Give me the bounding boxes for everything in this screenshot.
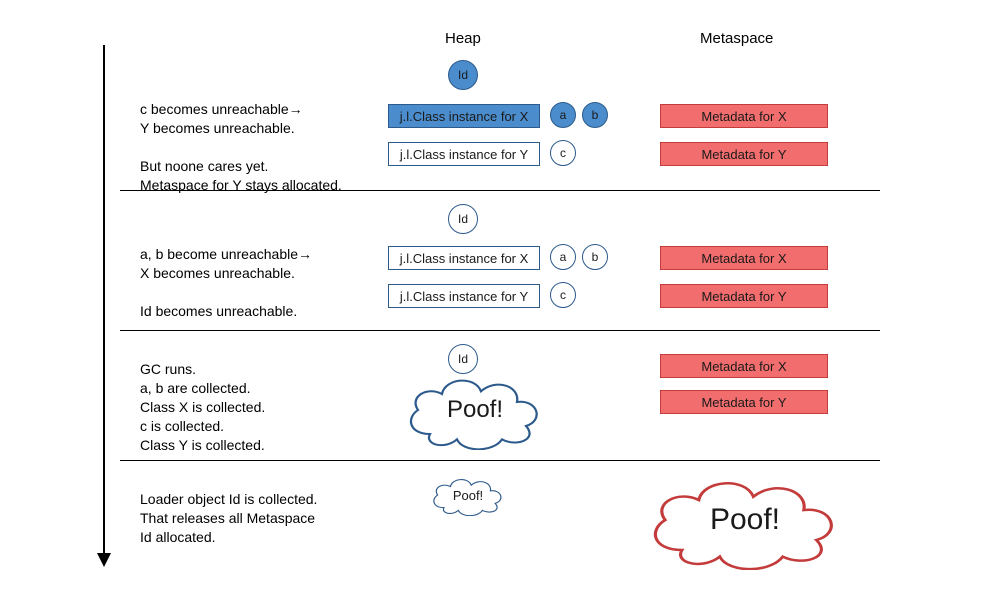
row-0-instance-c: c <box>550 140 576 166</box>
row-3-poof-heap-small-label: Poof! <box>428 474 508 516</box>
row-0-loader-circle: Id <box>448 60 478 90</box>
column-header-heap: Heap <box>445 30 481 47</box>
column-header-metaspace: Metaspace <box>700 30 773 47</box>
row-3-poof-metaspace-label: Poof! <box>640 470 850 570</box>
row-0-instance-a: a <box>550 102 576 128</box>
timeline-arrow-shaft <box>103 45 105 555</box>
row-2-metadata-x-box: Metadata for X <box>660 354 828 378</box>
row-1-class-y-box: j.l.Class instance for Y <box>388 284 540 308</box>
row-0-description: c becomes unreachable→ Y becomes unreach… <box>140 100 342 194</box>
diagram-canvas: Heap Metaspace c becomes unreachable→ Y be… <box>0 0 1000 607</box>
row-1-class-x-box: j.l.Class instance for X <box>388 246 540 270</box>
row-1-instance-c: c <box>550 282 576 308</box>
row-3-poof-heap-small: Poof! <box>428 474 508 516</box>
row-2-poof-heap: Poof! <box>400 370 550 450</box>
timeline-arrow-head <box>97 553 111 567</box>
row-3-description: Loader object Id is collected. That rele… <box>140 490 317 547</box>
row-2-description: GC runs. a, b are collected. Class X is … <box>140 360 265 454</box>
row-1-instance-b: b <box>582 244 608 270</box>
row-1-metadata-x-box: Metadata for X <box>660 246 828 270</box>
row-2-divider <box>120 460 880 461</box>
row-0-instance-b: b <box>582 102 608 128</box>
row-1-loader-circle: Id <box>448 204 478 234</box>
row-1-description: a, b become unreachable→ X becomes unrea… <box>140 245 312 321</box>
row-3-poof-metaspace: Poof! <box>640 470 850 570</box>
row-1-metadata-y-box: Metadata for Y <box>660 284 828 308</box>
row-0-metadata-y-box: Metadata for Y <box>660 142 828 166</box>
row-0-metadata-x-box: Metadata for X <box>660 104 828 128</box>
row-0-class-x-box: j.l.Class instance for X <box>388 104 540 128</box>
row-2-metadata-y-box: Metadata for Y <box>660 390 828 414</box>
row-0-divider <box>120 190 880 191</box>
row-1-instance-a: a <box>550 244 576 270</box>
row-0-class-y-box: j.l.Class instance for Y <box>388 142 540 166</box>
row-1-divider <box>120 330 880 331</box>
row-2-poof-heap-label: Poof! <box>400 370 550 450</box>
